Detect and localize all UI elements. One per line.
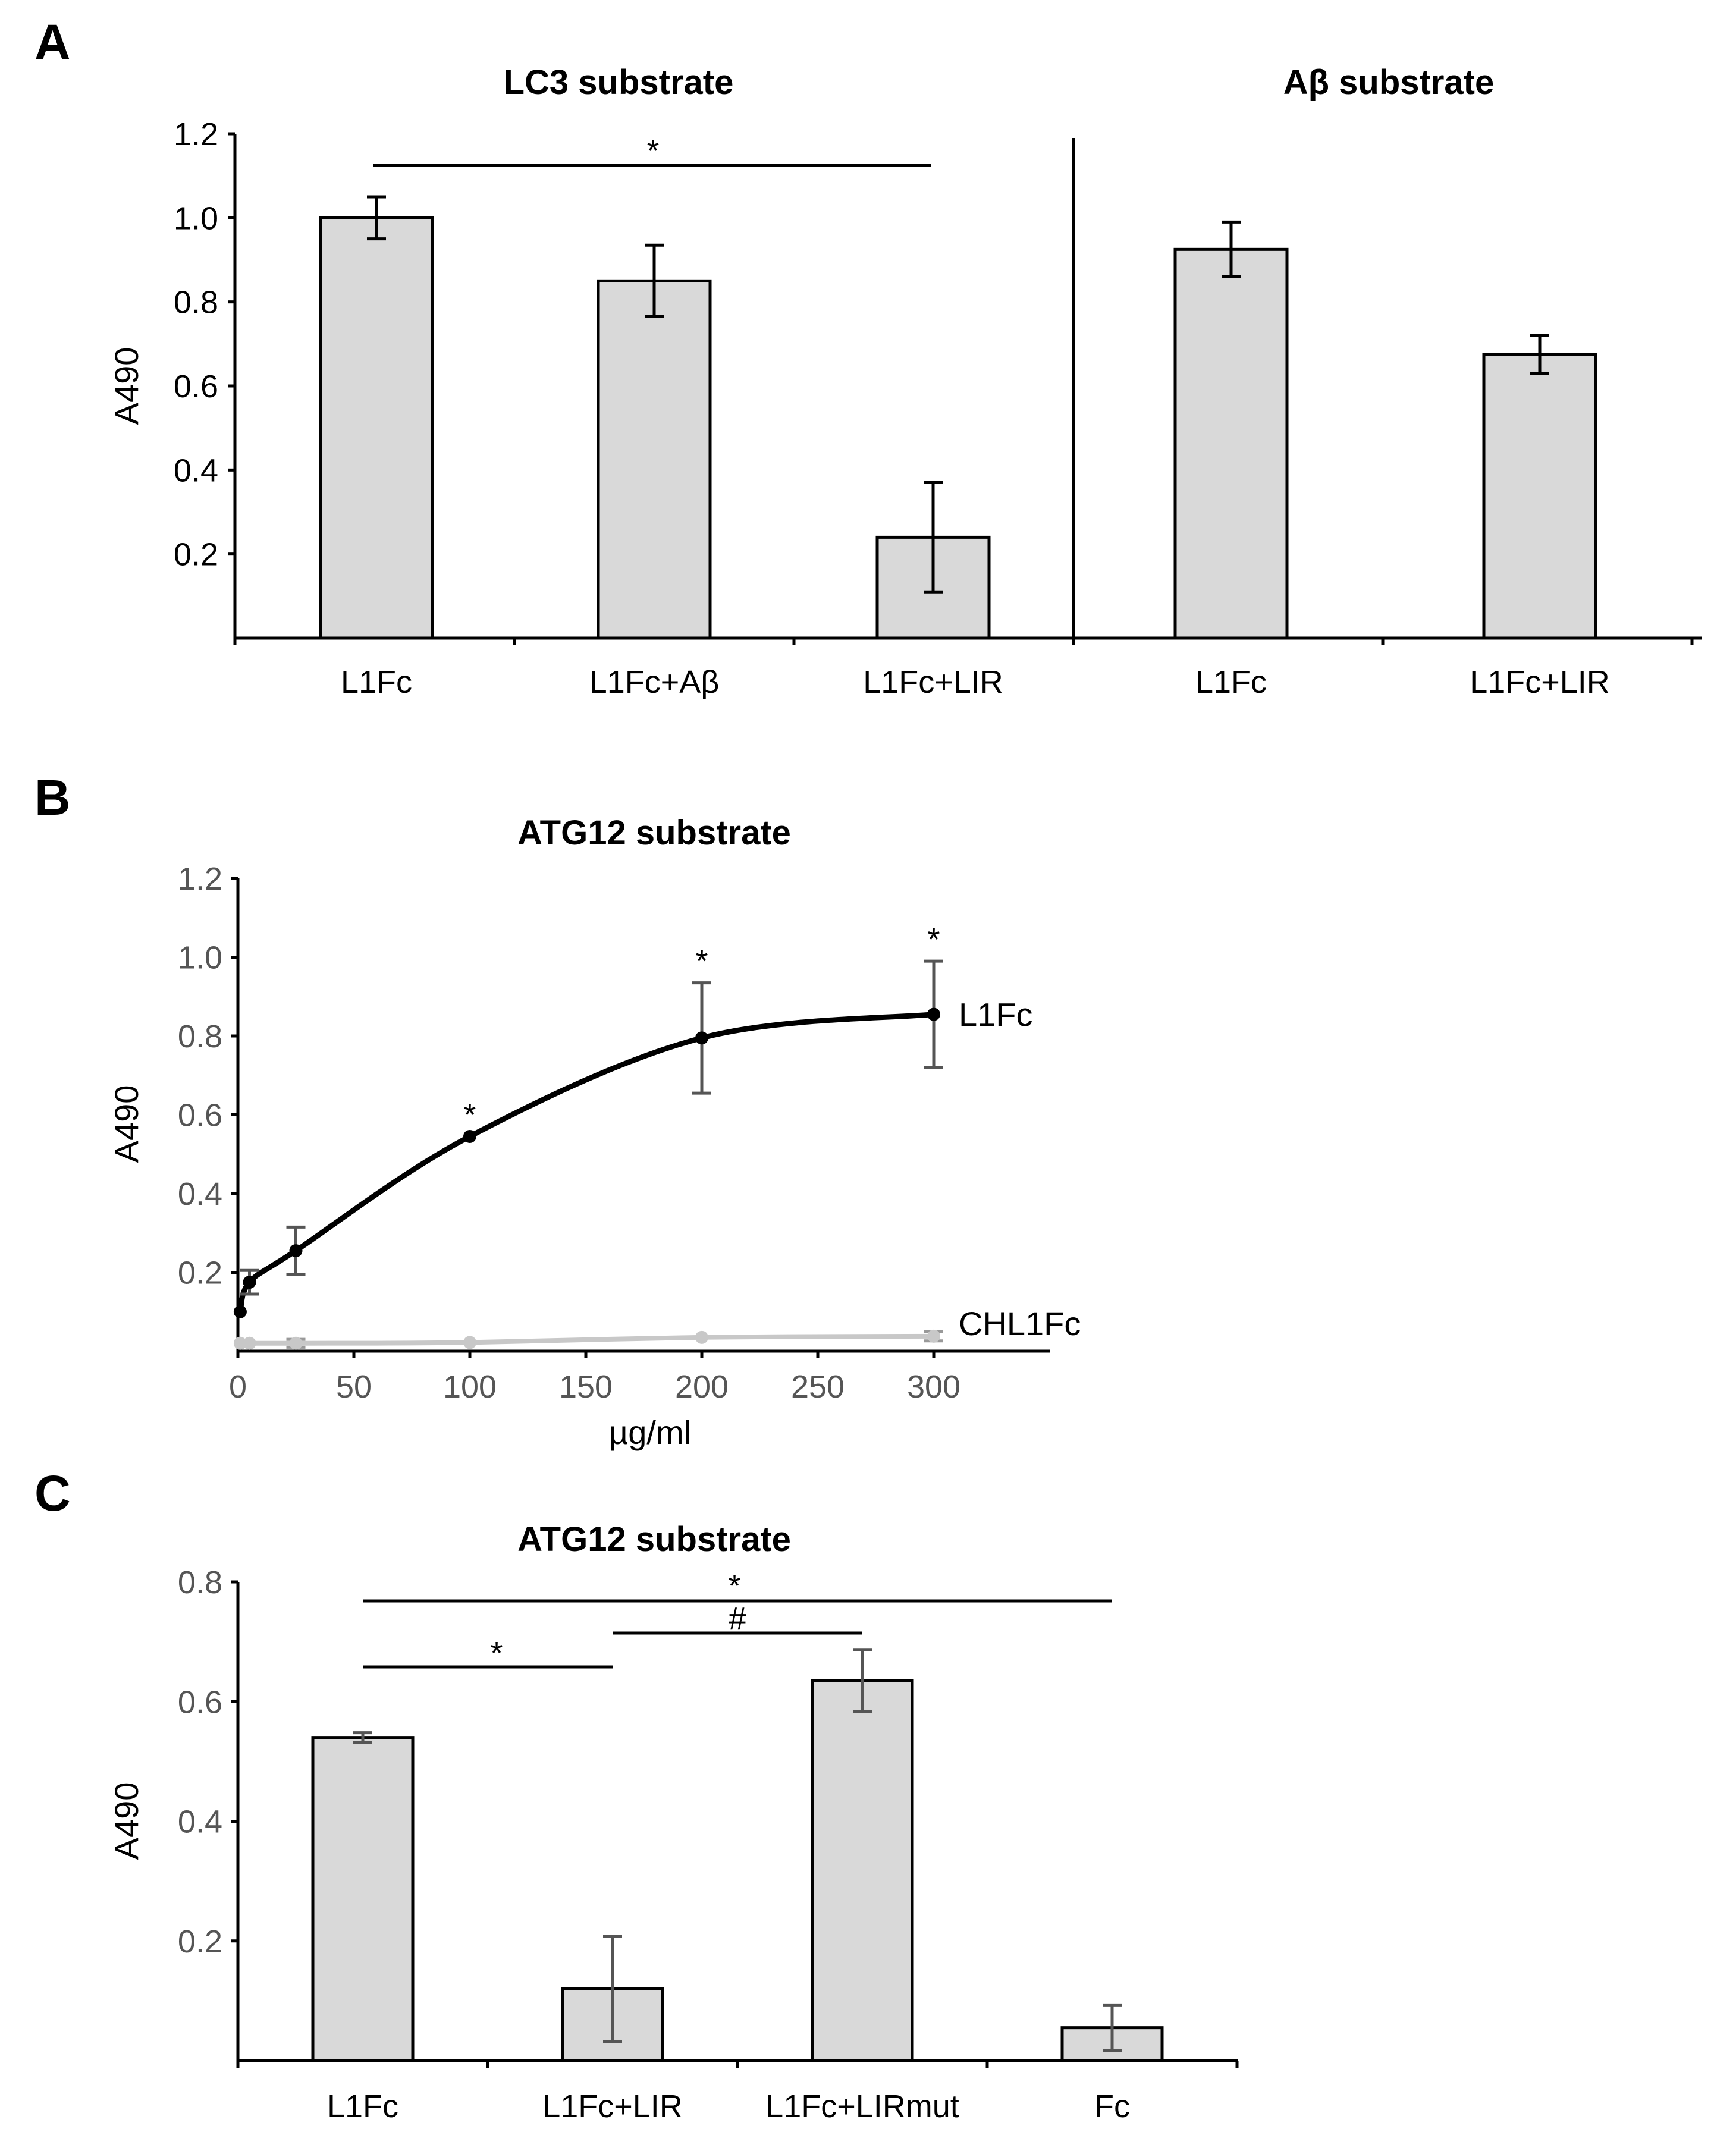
data-point <box>233 1336 247 1350</box>
significance-marker: * <box>695 944 708 979</box>
y-tick-label: 0.8 <box>174 285 218 321</box>
data-point <box>233 1305 247 1318</box>
significance-marker: * <box>463 1097 476 1133</box>
x-tick-label: L1Fc <box>327 2089 398 2124</box>
x-tick-label: L1Fc+LIR <box>1470 664 1610 700</box>
y-axis-label: A490 <box>108 347 145 425</box>
y-tick-label: 1.2 <box>178 861 222 897</box>
x-tick-label: 50 <box>336 1369 372 1405</box>
y-tick-label: 0.2 <box>178 1255 222 1291</box>
data-point <box>289 1336 303 1350</box>
y-tick-label: 0.4 <box>174 453 218 488</box>
y-tick-label: 1.2 <box>174 117 218 152</box>
data-point <box>243 1276 256 1289</box>
bar <box>311 1736 415 2062</box>
series-label: CHL1Fc <box>959 1305 1081 1342</box>
y-tick-label: 0.4 <box>178 1804 222 1840</box>
data-point <box>463 1129 476 1143</box>
x-tick-label: L1Fc <box>1195 664 1267 700</box>
x-tick-label: L1Fc+LIR <box>542 2089 683 2124</box>
y-tick-label: 1.0 <box>178 940 222 976</box>
panel-b-chart: ATG12 substrate 0.2 0.4 0.6 0.8 1.0 1.2 0 50 100 1… <box>108 814 1081 1451</box>
y-tick-label: 1.0 <box>174 200 218 236</box>
bar <box>1482 353 1597 640</box>
x-axis-label: µg/ml <box>609 1414 691 1451</box>
x-tick-label: L1Fc+LIR <box>863 664 1003 700</box>
x-tick-label: 150 <box>559 1369 613 1405</box>
panel-label-c: C <box>34 1465 71 1521</box>
chart-title: LC3 substrate <box>504 63 734 102</box>
y-tick-label: 0.6 <box>178 1098 222 1133</box>
y-tick-label: 0.2 <box>178 1924 222 1960</box>
chart-title: Aβ substrate <box>1283 63 1495 102</box>
y-tick-label: 0.6 <box>178 1684 222 1720</box>
bar <box>597 279 712 640</box>
series-line <box>240 1333 934 1346</box>
significance-marker: * <box>728 1568 740 1604</box>
data-point <box>695 1330 708 1344</box>
y-tick-label: 0.6 <box>174 369 218 404</box>
x-tick-label: 100 <box>443 1369 497 1405</box>
significance-marker: * <box>646 133 659 169</box>
data-point <box>927 1329 940 1343</box>
y-axis-label: A490 <box>108 1782 145 1860</box>
bar <box>811 1679 914 2062</box>
x-tick-label: 300 <box>907 1369 960 1405</box>
panel-a-chart: 0.2 0.4 0.6 0.8 1.0 1.2 A490 LC3 substrate L1Fc L… <box>108 63 1702 700</box>
series-line <box>237 1012 934 1313</box>
bar <box>1173 247 1289 640</box>
data-point <box>695 1031 708 1045</box>
y-axis-label: A490 <box>108 1085 145 1163</box>
data-point <box>289 1244 303 1258</box>
bar <box>319 216 434 640</box>
x-tick-label: 200 <box>675 1369 729 1405</box>
y-tick-label: 0.2 <box>174 537 218 573</box>
data-point <box>243 1336 256 1350</box>
x-tick-label: 250 <box>791 1369 845 1405</box>
x-tick-label: L1Fc+LIRmut <box>765 2089 959 2124</box>
x-tick-label: 0 <box>229 1369 247 1405</box>
significance-marker: # <box>729 1601 746 1637</box>
x-tick-label: L1Fc <box>341 664 412 700</box>
data-point <box>927 1007 940 1021</box>
x-tick-label: L1Fc+Aβ <box>589 664 720 700</box>
chart-title: ATG12 substrate <box>517 814 791 852</box>
data-point <box>463 1336 476 1349</box>
panel-c-chart: ATG12 substrate 0.2 0.4 0.6 0.8 A490 L1Fc L1Fc+… <box>108 1520 1239 2124</box>
panel-label-a: A <box>34 14 71 70</box>
y-tick-label: 0.8 <box>178 1565 222 1600</box>
panel-label-b: B <box>34 770 71 825</box>
significance-marker: * <box>927 922 940 957</box>
significance-marker: * <box>490 1635 503 1671</box>
y-tick-label: 0.4 <box>178 1176 222 1212</box>
y-tick-label: 0.8 <box>178 1019 222 1054</box>
chart-title: ATG12 substrate <box>517 1520 791 1559</box>
series-label: L1Fc <box>959 996 1033 1034</box>
x-tick-label: Fc <box>1094 2089 1130 2124</box>
